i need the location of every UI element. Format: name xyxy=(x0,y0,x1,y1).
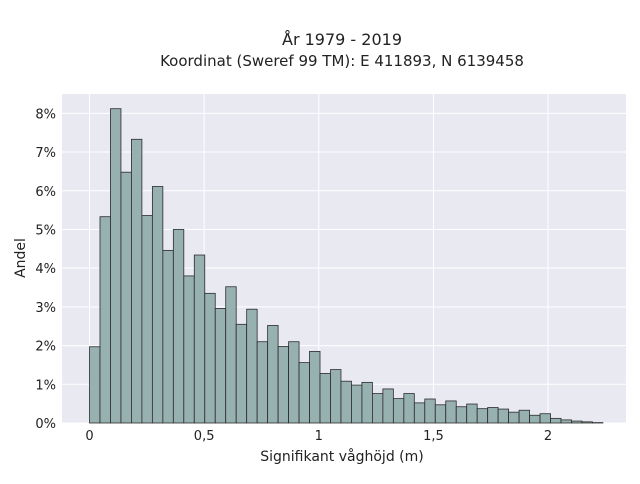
x-tick-label: 0,5 xyxy=(194,429,215,444)
histogram-bar xyxy=(561,420,571,423)
histogram-bar xyxy=(519,410,529,423)
histogram-bar xyxy=(226,287,236,423)
x-axis-label: Signifikant våghöjd (m) xyxy=(260,448,423,465)
histogram-bar xyxy=(247,309,257,423)
histogram-bar xyxy=(488,408,498,423)
histogram-bar xyxy=(236,324,246,423)
histogram-bar xyxy=(278,346,288,423)
histogram-bar xyxy=(383,389,393,423)
histogram-bar xyxy=(121,172,131,423)
histogram-bar xyxy=(456,407,466,423)
x-tick-label: 0 xyxy=(85,429,93,444)
histogram-bar xyxy=(404,394,414,423)
histogram-bar xyxy=(142,216,152,423)
histogram-bar xyxy=(320,373,330,423)
x-tick-label: 1,5 xyxy=(423,429,444,444)
histogram-bar xyxy=(194,255,204,423)
y-tick-label: 7% xyxy=(35,146,56,161)
histogram-bar xyxy=(268,325,278,423)
histogram-bar xyxy=(446,401,456,423)
histogram-bar xyxy=(362,382,372,423)
y-axis-ticks: 0% 1% 2% 3% 4% 5% 6% 7% 8% xyxy=(35,107,56,432)
x-tick-label: 1 xyxy=(315,429,323,444)
y-tick-label: 4% xyxy=(35,262,56,277)
histogram-bar xyxy=(414,403,424,423)
histogram-bar xyxy=(173,229,183,423)
y-axis-label: Andel xyxy=(13,238,29,278)
histogram-bar xyxy=(257,342,267,423)
histogram-bar xyxy=(425,399,435,423)
y-tick-label: 2% xyxy=(35,340,56,355)
x-tick-label: 2 xyxy=(544,429,552,444)
histogram-bar xyxy=(582,422,592,423)
histogram-bar xyxy=(310,351,320,423)
histogram-bar xyxy=(163,250,173,423)
y-tick-label: 3% xyxy=(35,301,56,316)
histogram-bar xyxy=(372,394,382,423)
histogram-bar xyxy=(341,381,351,423)
histogram-bar xyxy=(571,421,581,423)
histogram-bar xyxy=(477,409,487,423)
histogram-bar xyxy=(184,276,194,423)
histogram-bar xyxy=(551,418,561,423)
histogram-bar xyxy=(152,187,162,423)
histogram-bar xyxy=(215,308,225,423)
histogram-bar xyxy=(330,370,340,423)
histogram-bar xyxy=(530,415,540,423)
histogram-bar xyxy=(205,293,215,423)
histogram-bar xyxy=(351,385,361,423)
y-tick-label: 8% xyxy=(35,107,56,122)
histogram-bar xyxy=(131,139,141,423)
y-tick-label: 0% xyxy=(35,417,56,432)
y-tick-label: 5% xyxy=(35,223,56,238)
histogram-bar xyxy=(90,347,100,423)
histogram-bar xyxy=(540,414,550,423)
y-tick-label: 1% xyxy=(35,378,56,393)
histogram-bar xyxy=(100,217,110,423)
y-tick-label: 6% xyxy=(35,185,56,200)
histogram-bar xyxy=(110,109,120,423)
histogram-bar xyxy=(467,404,477,423)
histogram-bar xyxy=(299,363,309,423)
histogram-bar xyxy=(509,412,519,423)
chart-title-line1: År 1979 - 2019 xyxy=(282,30,402,49)
chart-title-line2: Koordinat (Sweref 99 TM): E 411893, N 61… xyxy=(160,52,524,70)
histogram-bar xyxy=(289,342,299,423)
histogram-bar xyxy=(435,405,445,423)
histogram-bar xyxy=(498,409,508,423)
x-axis-ticks: 0 0,5 1 1,5 2 xyxy=(85,429,552,444)
histogram-bar xyxy=(393,399,403,423)
